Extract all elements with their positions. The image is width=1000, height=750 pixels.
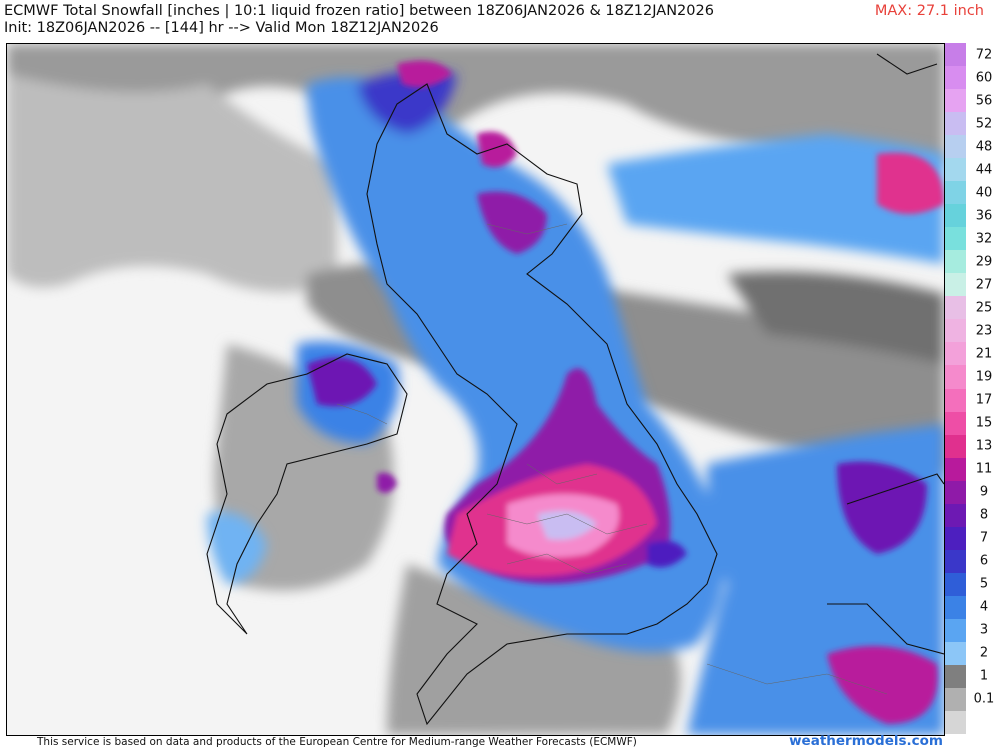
legend-swatch [945, 158, 966, 182]
legend-swatch [945, 388, 966, 413]
legend-swatch [945, 181, 966, 205]
legend-label: 36 [975, 208, 993, 224]
legend-label: 48 [975, 139, 993, 155]
legend-swatch [945, 411, 966, 436]
legend-swatch [945, 526, 966, 551]
legend-label: 19 [975, 369, 993, 385]
legend-swatch [945, 710, 966, 735]
title-line-1: ECMWF Total Snowfall [inches | 10:1 liqu… [4, 3, 714, 19]
legend-swatch [945, 641, 966, 666]
title-line-2: Init: 18Z06JAN2026 -- [144] hr --> Valid… [4, 20, 439, 36]
brand-link[interactable]: weathermodels.com [789, 733, 943, 749]
legend-swatch [945, 618, 966, 643]
legend-swatch [945, 89, 966, 113]
legend-swatch [945, 595, 966, 620]
legend-swatch [945, 43, 966, 67]
legend-swatch [945, 227, 966, 251]
legend-label: 56 [975, 93, 993, 109]
map-title: ECMWF Total Snowfall [inches | 10:1 liqu… [4, 3, 714, 37]
legend-swatch [945, 480, 966, 505]
legend-swatch [945, 112, 966, 136]
legend-label: 9 [979, 484, 989, 500]
snowfall-map-svg [7, 44, 944, 735]
legend-label: 5 [979, 576, 989, 592]
legend-label: 4 [979, 599, 989, 615]
legend-label: 3 [979, 622, 989, 638]
legend-label: 13 [975, 438, 993, 454]
legend-label: 72 [975, 47, 993, 63]
legend-label: 29 [975, 254, 993, 270]
color-legend: 72 60 56 52 48 44 40 36 32 29 27 25 23 21 19 17 15 13 11 9 8… [945, 43, 1000, 735]
legend-label: 52 [975, 116, 993, 132]
legend-swatch [945, 549, 966, 574]
attribution-text: This service is based on data and produc… [37, 736, 637, 748]
county-borders [336, 223, 888, 695]
legend-swatch [945, 365, 966, 389]
legend-label: 27 [975, 277, 993, 293]
legend-label: 32 [975, 231, 993, 247]
legend-swatch [945, 342, 966, 366]
legend-label: 1 [979, 668, 989, 684]
legend-label: 40 [975, 185, 993, 201]
legend-swatch [945, 204, 966, 228]
legend-swatch [945, 250, 966, 274]
legend-label: 60 [975, 70, 993, 86]
legend-swatch [945, 572, 966, 597]
legend-swatch [945, 664, 966, 689]
legend-label: 7 [979, 530, 989, 546]
coastlines [206, 53, 944, 726]
legend-swatch [945, 434, 966, 459]
legend-label: 25 [975, 300, 993, 316]
legend-label: 6 [979, 553, 989, 569]
legend-swatch [945, 319, 966, 343]
legend-label: 0.1 [973, 691, 995, 707]
legend-swatch [945, 296, 966, 320]
legend-label: 8 [979, 507, 989, 523]
legend-swatch [945, 135, 966, 159]
legend-swatch [945, 457, 966, 482]
legend-swatch [945, 503, 966, 528]
legend-swatch [945, 66, 966, 90]
legend-label: 17 [975, 392, 993, 408]
legend-swatch [945, 273, 966, 297]
legend-label: 21 [975, 346, 993, 362]
max-value-label: MAX: 27.1 inch [874, 3, 984, 19]
legend-label: 2 [979, 645, 989, 661]
legend-label: 23 [975, 323, 993, 339]
legend-label: 15 [975, 415, 993, 431]
legend-label: 44 [975, 162, 993, 178]
snowfall-map[interactable] [6, 43, 945, 736]
legend-swatch [945, 687, 966, 712]
legend-label: 11 [975, 461, 993, 477]
heavy-snow-core [307, 60, 944, 724]
